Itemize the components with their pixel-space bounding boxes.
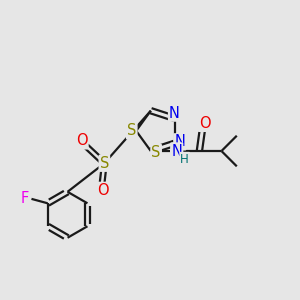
Text: S: S [152, 145, 161, 160]
Text: N: N [169, 106, 180, 121]
Text: O: O [97, 183, 108, 198]
Text: S: S [127, 123, 136, 138]
Text: N: N [171, 143, 182, 158]
Text: O: O [199, 116, 211, 131]
Text: S: S [100, 156, 109, 171]
Text: O: O [76, 134, 88, 148]
Text: H: H [180, 153, 189, 166]
Text: N: N [174, 134, 185, 149]
Text: F: F [21, 191, 29, 206]
